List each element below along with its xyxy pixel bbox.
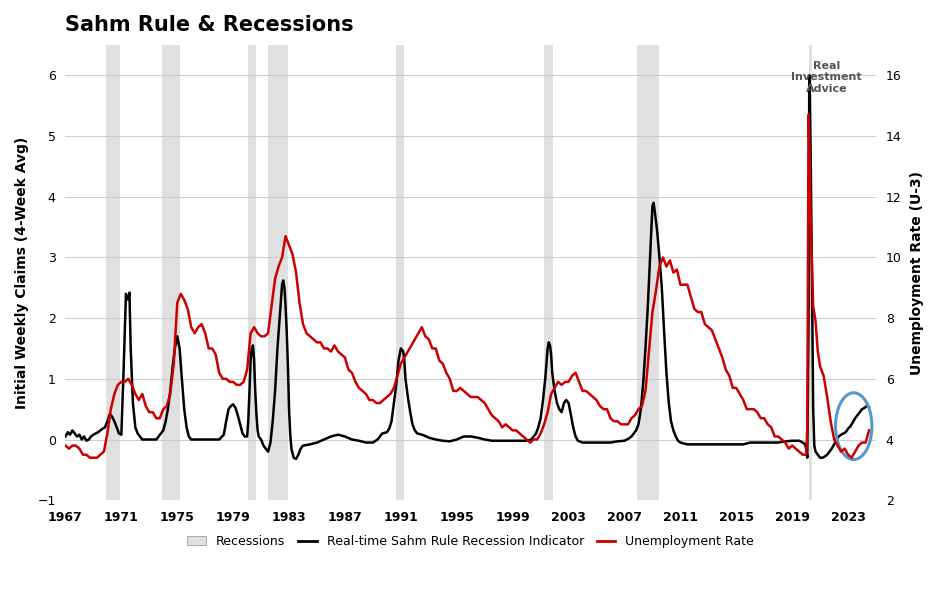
Unemployment Rate bbox=[287, 251, 299, 258]
Bar bbox=[544, 45, 553, 500]
Real-time Sahm Rule Recession Indicator bbox=[60, 433, 71, 440]
Real-time Sahm Rule Recession Indicator bbox=[710, 441, 721, 448]
Line: Real-time Sahm Rule Recession Indicator: Real-time Sahm Rule Recession Indicator bbox=[66, 75, 870, 459]
Unemployment Rate bbox=[714, 345, 725, 352]
Unemployment Rate bbox=[864, 427, 875, 434]
Unemployment Rate bbox=[85, 454, 96, 461]
Real-time Sahm Rule Recession Indicator bbox=[281, 327, 292, 334]
Real-time Sahm Rule Recession Indicator bbox=[864, 404, 875, 411]
Real-time Sahm Rule Recession Indicator bbox=[361, 439, 372, 446]
Real-time Sahm Rule Recession Indicator bbox=[290, 455, 301, 462]
Real-time Sahm Rule Recession Indicator bbox=[804, 72, 815, 79]
Y-axis label: Unemployment Rate (U-3): Unemployment Rate (U-3) bbox=[910, 170, 924, 375]
Unemployment Rate bbox=[60, 442, 71, 449]
Unemployment Rate bbox=[755, 415, 766, 422]
Text: Real
Investment
Advice: Real Investment Advice bbox=[791, 61, 862, 94]
Unemployment Rate bbox=[525, 439, 536, 446]
Bar bbox=[248, 45, 256, 500]
Bar bbox=[808, 45, 812, 500]
Line: Unemployment Rate: Unemployment Rate bbox=[66, 115, 870, 458]
Bar bbox=[162, 45, 179, 500]
Real-time Sahm Rule Recession Indicator bbox=[402, 393, 413, 401]
Real-time Sahm Rule Recession Indicator bbox=[285, 430, 296, 437]
Bar bbox=[396, 45, 405, 500]
Legend: Recessions, Real-time Sahm Rule Recession Indicator, Unemployment Rate: Recessions, Real-time Sahm Rule Recessio… bbox=[182, 530, 759, 553]
Bar bbox=[269, 45, 288, 500]
Y-axis label: Initial Weekly Claims (4-Week Avg): Initial Weekly Claims (4-Week Avg) bbox=[15, 136, 29, 408]
Unemployment Rate bbox=[99, 448, 110, 455]
Text: Sahm Rule & Recessions: Sahm Rule & Recessions bbox=[66, 15, 354, 35]
Unemployment Rate bbox=[375, 399, 386, 407]
Unemployment Rate bbox=[803, 111, 814, 118]
Bar bbox=[638, 45, 659, 500]
Bar bbox=[106, 45, 120, 500]
Real-time Sahm Rule Recession Indicator bbox=[254, 433, 265, 440]
